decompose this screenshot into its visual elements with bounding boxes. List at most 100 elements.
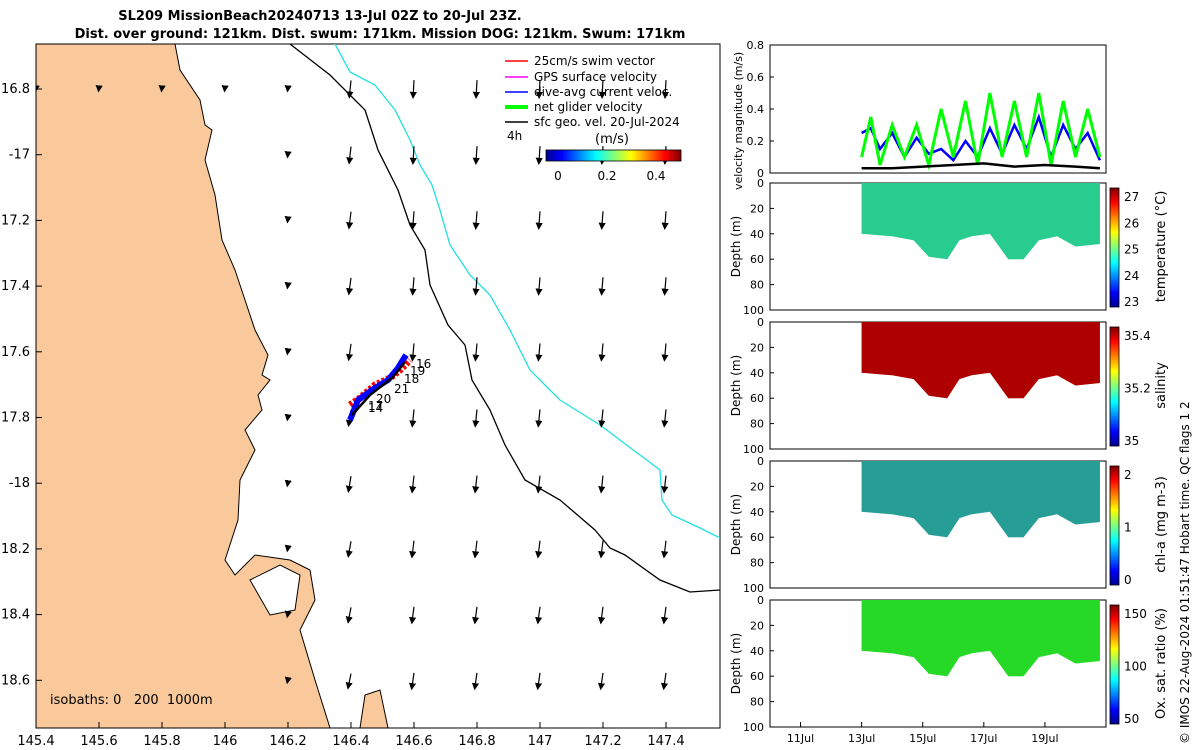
velocity-vector	[661, 343, 669, 362]
velocity-vector	[284, 544, 292, 553]
profile-data-overlay	[861, 600, 1100, 677]
depth-axis-label: Depth (m)	[729, 494, 743, 555]
profile-data-overlay	[861, 461, 1100, 538]
y-tick-label: 16.8	[1, 82, 30, 97]
colorbar-tick-label: 35.4	[1124, 329, 1151, 343]
legend-net-glider-velocity: net glider velocity	[534, 100, 642, 114]
map-panel: 16 19 18 21 20 17 14 145.4 145.6 145.8 146 1…	[1, 43, 721, 749]
depth-tick-label: 60	[750, 670, 764, 683]
colorbar-tick-0: 0	[554, 169, 562, 183]
velocity-vector	[535, 475, 543, 494]
velocity-vector	[472, 277, 480, 296]
velocity-vector	[284, 281, 292, 290]
depth-tick-label: 100	[743, 721, 764, 734]
coastline-land	[36, 44, 331, 728]
velocity-vector	[409, 343, 417, 362]
velocity-vector	[409, 211, 417, 230]
colorbar-tick-label: 0	[1124, 573, 1132, 587]
velocity-series-line	[860, 92, 1102, 171]
velocity-vector	[345, 607, 353, 624]
colorbar-tick-label: 23	[1124, 295, 1139, 309]
velocity-vector	[409, 606, 417, 625]
velocity-vector	[346, 211, 354, 230]
map-x-axis: 145.4 145.6 145.8 146 146.2 146.4 146.6 146.8 14…	[17, 722, 685, 749]
colorbar-tick-label: 26	[1124, 216, 1139, 230]
velocity-vector	[284, 413, 292, 422]
depth-tick-label: 100	[743, 582, 764, 595]
depth-tick-label: 80	[750, 696, 764, 709]
profile-panel-salinity: 0 20 40 60 80 100 Depth (m) 35.4 35.2 35 salinity	[729, 316, 1169, 456]
y-tick-label: 18.4	[1, 608, 30, 623]
glider-track	[347, 353, 413, 422]
velocity-vector	[661, 475, 669, 494]
colorbar-tick-label: 150	[1124, 607, 1147, 621]
depth-tick-label: 60	[750, 392, 764, 405]
x-tick-label: 147.2	[584, 734, 621, 749]
colorbar-tick-label: 50	[1124, 712, 1139, 726]
y-tick-label: 17.4	[1, 279, 30, 294]
x-tick-label: 145.4	[17, 734, 54, 749]
time-tick-label: 13Jul	[848, 732, 875, 745]
colorbar-tick-label: 27	[1124, 190, 1139, 204]
velocity-vector	[661, 540, 669, 559]
colorbar-label: Ox. sat. ratio (%)	[1154, 608, 1169, 719]
colorbar-label: salinity	[1154, 362, 1169, 409]
y-tick-label: -18	[9, 476, 30, 491]
profile-panel-temperature: 0 20 40 60 80 100 Depth (m) 27 26 25 24 23 temperatu…	[729, 177, 1169, 317]
velocity-y-axis: 0 0.2 0.4 0.6 0.8	[747, 39, 774, 180]
isobaths-label: isobaths: 0 200 1000m	[50, 693, 213, 708]
depth-tick-label: 20	[750, 341, 764, 354]
island	[359, 689, 389, 728]
velocity-ylabel: velocity magnitude (m/s)	[732, 51, 745, 190]
track-label-20: 20	[376, 392, 391, 406]
title-line-2: Dist. over ground: 121km. Dist. swum: 17…	[74, 27, 686, 42]
depth-tick-label: 80	[750, 279, 764, 292]
colorbar-tick-label: 24	[1124, 269, 1139, 283]
depth-axis-label: Depth (m)	[729, 216, 743, 277]
velocity-vector	[284, 479, 292, 488]
profile-data-overlay	[861, 322, 1100, 399]
track-label-16: 16	[416, 357, 431, 371]
legend-dive-avg-current: dive-avg current veloc.	[534, 85, 672, 99]
x-tick-label: 146.2	[269, 734, 306, 749]
x-tick-label: 147	[528, 734, 553, 749]
velocity-vector	[598, 409, 606, 428]
track-label-14: 14	[368, 401, 383, 415]
velocity-y-tick-label: 0.2	[747, 135, 765, 148]
velocity-vector	[284, 150, 292, 159]
colorbar-title: (m/s)	[595, 132, 629, 147]
velocity-vector	[472, 409, 480, 428]
velocity-vector	[346, 80, 354, 99]
velocity-vector	[284, 215, 292, 224]
depth-tick-label: 80	[750, 418, 764, 431]
velocity-vector	[661, 80, 669, 100]
depth-tick-label: 20	[750, 202, 764, 215]
velocity-vector	[661, 409, 669, 428]
y-tick-label: 17.6	[1, 345, 30, 360]
track-label-17: 17	[368, 399, 383, 413]
profile-data-fill	[861, 183, 1100, 260]
velocity-vector	[535, 606, 543, 625]
profile-data-fill	[861, 461, 1100, 538]
depth-tick-label: 40	[750, 228, 764, 241]
velocity-vector	[598, 475, 606, 494]
colorbar-tick-label: 1	[1124, 521, 1132, 535]
velocity-vector	[598, 606, 606, 625]
velocity-series-line	[861, 162, 1100, 170]
velocity-vector	[535, 211, 543, 230]
profile-data-fill	[861, 600, 1100, 677]
velocity-vector	[535, 540, 543, 559]
velocity-panel: 0 0.2 0.4 0.6 0.8	[747, 39, 1107, 180]
profile-data-fill	[861, 322, 1100, 399]
island	[249, 564, 301, 616]
velocity-vector	[472, 343, 480, 362]
depth-tick-label: 0	[757, 177, 764, 190]
time-tick-label: 17Jul	[970, 732, 997, 745]
legend-sfc-geo-vel: sfc geo. vel. 20-Jul-2024	[534, 115, 680, 129]
velocity-vector	[598, 277, 606, 296]
colorbar-tick-0.4: 0.4	[646, 169, 665, 183]
y-tick-label: 17.8	[1, 411, 30, 426]
velocity-vector	[284, 347, 292, 356]
depth-tick-label: 80	[750, 557, 764, 570]
velocity-vector	[284, 676, 292, 685]
